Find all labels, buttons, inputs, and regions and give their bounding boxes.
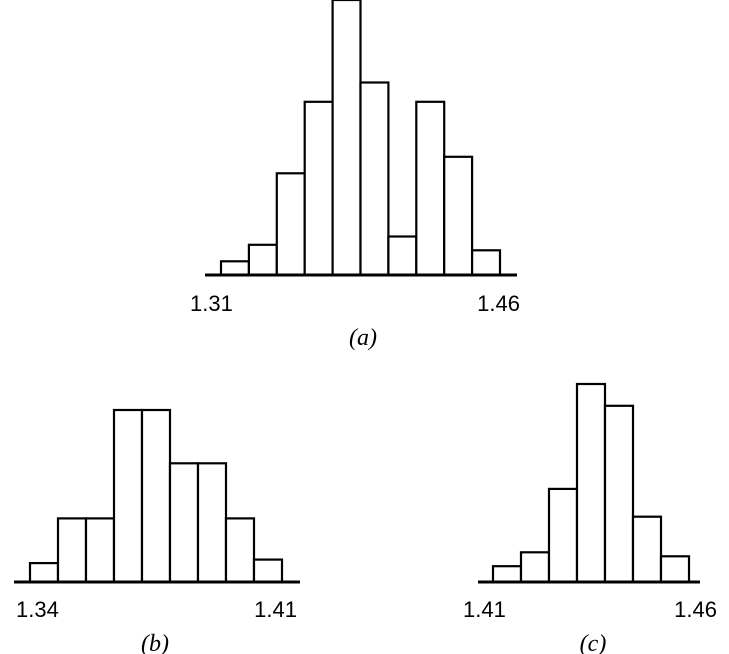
histogram-bar-b-7	[196, 462, 228, 584]
panel-label-b: (b)	[141, 631, 169, 654]
x-tick-label-b-left: 1.34	[16, 597, 59, 622]
histogram-bar-b-5	[140, 408, 172, 584]
histogram-bar-b-3	[84, 517, 116, 584]
histogram-bar-a-9	[443, 155, 474, 277]
x-tick-label-a-right: 1.46	[477, 291, 520, 316]
histogram-bar-a-4	[303, 100, 334, 277]
x-tick-label-b-right: 1.41	[254, 597, 297, 622]
histogram-bar-b-1	[28, 561, 60, 584]
histogram-bar-b-9	[252, 558, 284, 584]
x-tick-label-a-left: 1.31	[190, 291, 233, 316]
histogram-bar-b-8	[224, 517, 256, 584]
histogram-bar-c-3	[547, 487, 579, 584]
histogram-bar-c-7	[659, 555, 691, 584]
histogram-panel-b: 1.34 1.41 (b)	[14, 408, 300, 654]
x-tick-label-c-left: 1.41	[463, 597, 506, 622]
histogram-bar-a-1	[219, 260, 250, 277]
panel-label-c: (c)	[580, 631, 607, 654]
histogram-bar-c-1	[491, 565, 523, 584]
histogram-bar-a-10	[471, 249, 502, 277]
panel-label-a: (a)	[349, 325, 377, 351]
histogram-bar-c-6	[631, 515, 663, 584]
x-tick-label-c-right: 1.46	[674, 597, 717, 622]
histogram-bar-a-6	[359, 81, 390, 277]
histogram-bar-a-3	[275, 172, 306, 277]
histogram-bar-b-4	[112, 408, 144, 584]
histogram-bar-a-5	[331, 0, 362, 277]
histogram-bar-a-8	[415, 100, 446, 277]
histogram-panel-a: 1.31 1.46 (a)	[190, 0, 520, 351]
histogram-bar-a-2	[247, 243, 278, 277]
histogram-panel-c: 1.41 1.46 (c)	[463, 382, 717, 654]
histogram-bar-c-5	[603, 404, 635, 584]
histogram-bar-a-7	[387, 235, 418, 277]
histogram-bar-c-2	[519, 551, 551, 584]
histogram-bar-c-4	[575, 382, 607, 584]
histogram-bar-b-2	[56, 517, 88, 584]
histogram-bar-b-6	[168, 462, 200, 584]
